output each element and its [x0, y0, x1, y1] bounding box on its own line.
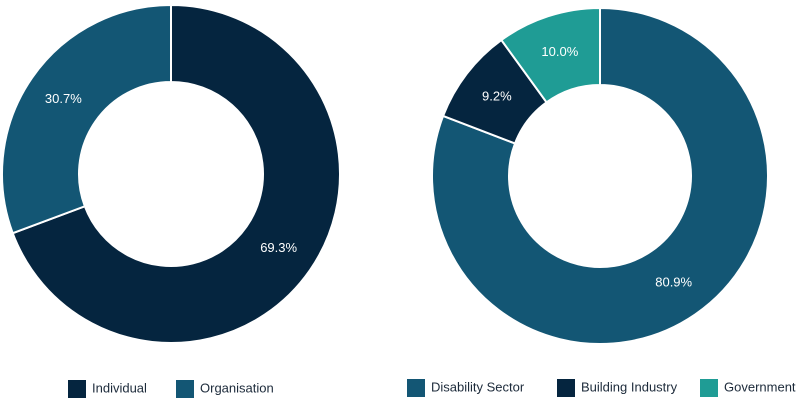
slice-label-individual: 69.3%: [260, 240, 297, 255]
slice-government: [499, 6, 601, 104]
slice-label-government: 10.0%: [541, 44, 578, 59]
legend-swatch-disability-sector: [407, 379, 425, 397]
donut-chart-sector: 80.9% 9.2% 10.0%: [431, 6, 769, 345]
slice-label-building-industry: 9.2%: [482, 88, 512, 103]
legend-label-individual: Individual: [92, 380, 147, 395]
donut-chart-contributor-type: 69.3% 30.7%: [1, 3, 341, 344]
slice-label-organisation: 30.7%: [45, 91, 82, 106]
slice-label-disability-sector: 80.9%: [655, 275, 692, 290]
legend-swatch-building-industry: [557, 379, 575, 397]
legend-swatch-government: [700, 379, 718, 397]
slice-individual: [11, 3, 341, 344]
legend-label-organisation: Organisation: [200, 380, 274, 395]
legend-label-building-industry: Building Industry: [581, 379, 678, 394]
slice-disability-sector: [431, 6, 769, 345]
legend-swatch-individual: [68, 380, 86, 398]
legend-swatch-organisation: [176, 380, 194, 398]
slice-organisation: [1, 3, 172, 235]
legend-sector: Disability Sector Building Industry Govern…: [407, 379, 796, 397]
legend-label-government: Government: [724, 379, 796, 394]
legend-contributor-type: Individual Organisation: [68, 380, 274, 398]
legend-label-disability-sector: Disability Sector: [431, 379, 525, 394]
